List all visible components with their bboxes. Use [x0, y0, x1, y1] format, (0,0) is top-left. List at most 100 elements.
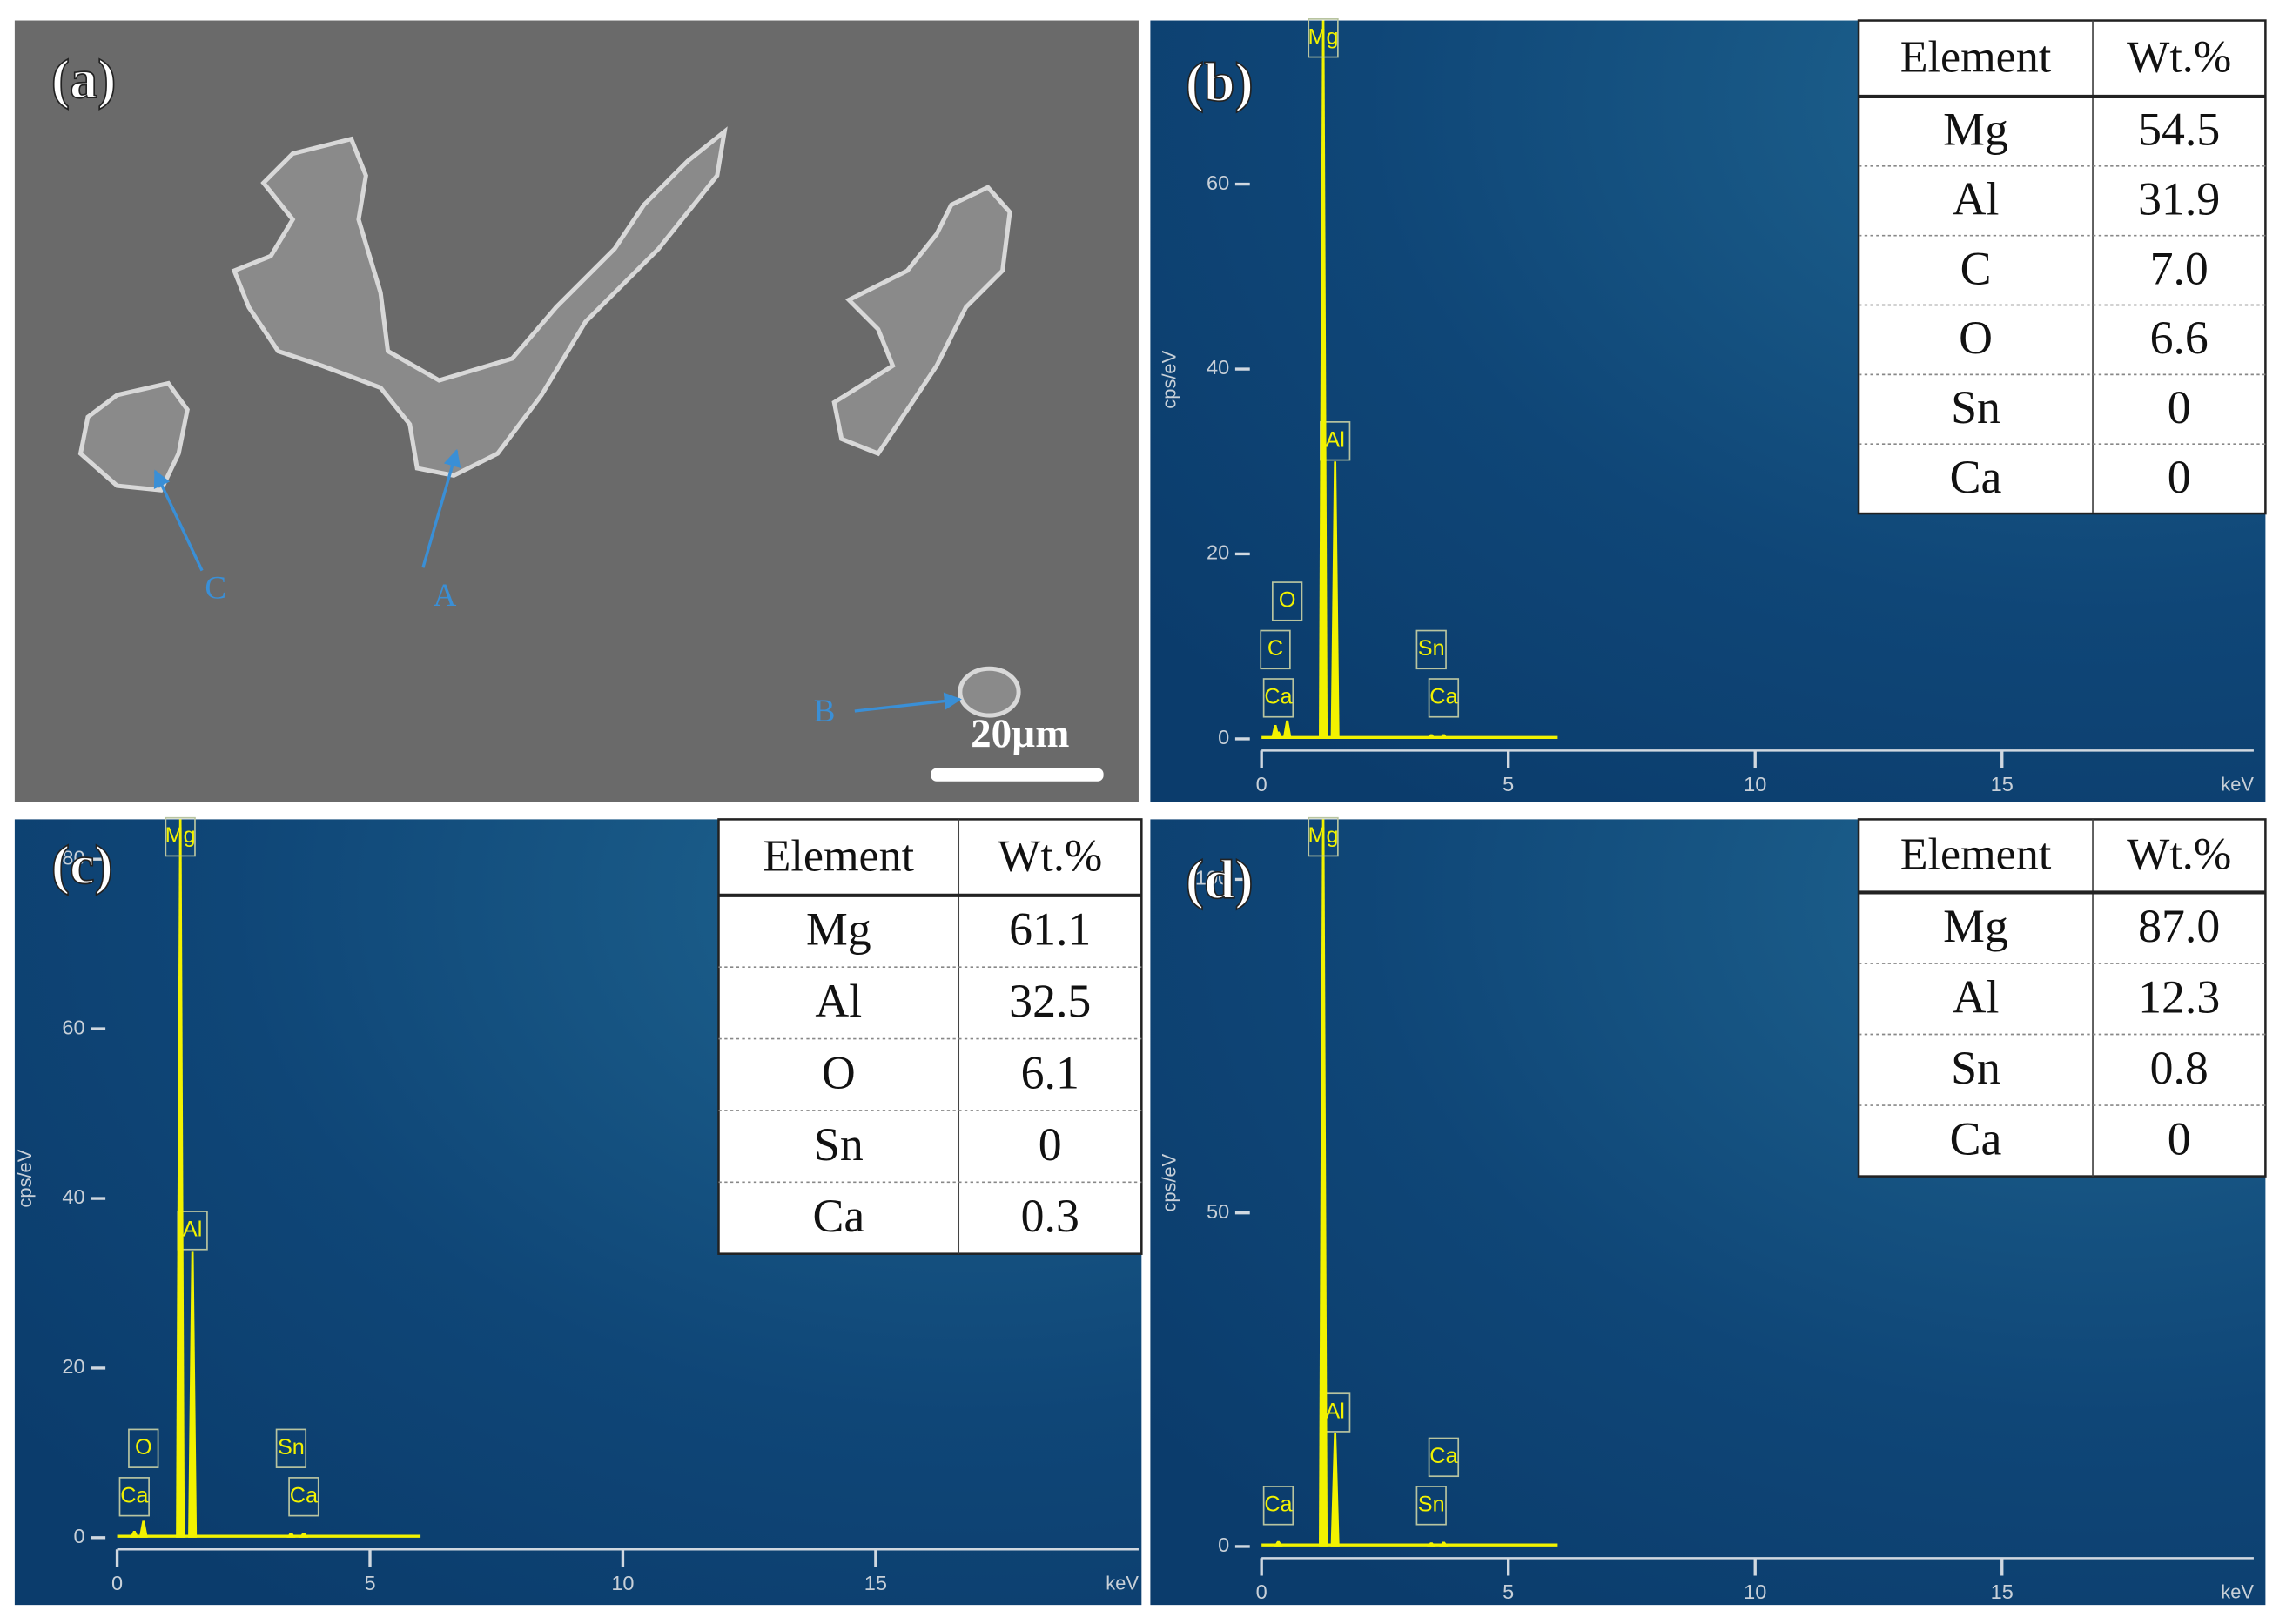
annotation: A [434, 577, 457, 613]
table-cell: O [1959, 312, 1993, 364]
x-tick-label: 10 [1744, 773, 1766, 795]
peak-label: Ca [1429, 1444, 1458, 1468]
peak-label-box [1272, 581, 1303, 621]
x-tick-label: 15 [1991, 773, 2014, 795]
peak-label: Al [183, 1218, 202, 1242]
peak [1439, 1541, 1449, 1547]
table-header: Element [763, 831, 915, 881]
table-cell: C [1960, 242, 1992, 294]
x-tick-label: 10 [1744, 1580, 1766, 1603]
table-header: Wt.% [2127, 33, 2231, 83]
table-background [1857, 818, 2267, 1178]
peak [1271, 725, 1281, 739]
y-axis-label: cps/eV [1159, 350, 1180, 408]
y-tick-label: 50 [1207, 1200, 1229, 1223]
y-tick-label: 20 [62, 1355, 84, 1378]
table-cell: Ca [812, 1190, 864, 1242]
table-cell: 61.1 [1009, 903, 1091, 956]
peak-label: O [1279, 588, 1296, 613]
x-tick-label: 15 [1991, 1580, 2014, 1603]
peak-label-box [1308, 816, 1339, 857]
table-cell: 7.0 [2150, 242, 2209, 294]
peak [1282, 720, 1292, 739]
y-axis-label: cps/eV [1159, 1153, 1180, 1211]
x-tick-label: 10 [611, 1572, 634, 1594]
peak-label-box [128, 1428, 159, 1468]
scale-bar-label: 20µm [971, 711, 1069, 756]
table-cell: 0 [2168, 451, 2191, 503]
panel-label: (d) [1186, 849, 1254, 910]
x-tick-label: 15 [864, 1572, 887, 1594]
y-tick-label: 40 [1207, 356, 1229, 379]
peak [1427, 734, 1436, 739]
peak-label: Ca [120, 1483, 149, 1507]
panel-label: (a) [51, 48, 116, 110]
panel-label: (b) [1186, 51, 1254, 113]
table-background [1857, 19, 2267, 515]
table-cell: Ca [1950, 451, 2002, 503]
peak-label: Al [1325, 427, 1344, 452]
peak [1319, 20, 1328, 739]
y-tick-label: 20 [1207, 541, 1229, 564]
table-cell: Ca [1950, 1113, 2002, 1165]
peak-label-box [275, 1428, 307, 1468]
table-cell: Mg [1943, 900, 2008, 952]
peak [188, 1251, 198, 1538]
annotation: C [205, 570, 226, 606]
peak-label-box [1308, 18, 1339, 58]
peak [1427, 1542, 1436, 1547]
peak-label: Mg [1308, 823, 1339, 848]
peak-label: C [1267, 636, 1283, 661]
peak-label-box [1428, 1437, 1460, 1478]
peak-label-box [288, 1477, 319, 1517]
peak [1330, 461, 1340, 739]
peak-label-box [1428, 678, 1460, 718]
x-tick-label: 5 [1503, 1580, 1514, 1603]
table-cell: Al [815, 975, 862, 1027]
table-cell: 0 [1039, 1118, 1062, 1171]
x-tick-label: 5 [364, 1572, 375, 1594]
table-header: Wt.% [2127, 830, 2231, 880]
table-header: Element [1900, 830, 2052, 880]
table-cell: Mg [806, 903, 871, 956]
peak-label: Sn [1418, 636, 1445, 661]
table-cell: 6.6 [2150, 312, 2209, 364]
x-axis-label: keV [1106, 1572, 1139, 1594]
x-tick-label: 0 [1256, 773, 1267, 795]
peak-label-box [1262, 1486, 1294, 1526]
table-background [717, 818, 1143, 1255]
peak-label: Al [1325, 1399, 1344, 1424]
y-tick-label: 0 [73, 1525, 84, 1547]
table-header: Element [1900, 33, 2052, 83]
table-cell: Al [1953, 172, 2000, 225]
table-cell: 32.5 [1009, 975, 1091, 1027]
peak [138, 1520, 148, 1538]
peak [1439, 734, 1449, 739]
table-header: Wt.% [998, 831, 1102, 881]
sem-image [14, 20, 1139, 802]
table-cell: 12.3 [2138, 970, 2220, 1023]
peak-label: Sn [278, 1435, 305, 1460]
table-cell: Sn [1951, 381, 2000, 433]
y-tick-label: 80 [62, 846, 84, 869]
peak-label: Mg [165, 823, 196, 848]
table-cell: 6.1 [1021, 1046, 1079, 1098]
y-axis-label: cps/eV [14, 1149, 36, 1207]
peak-label-box [1415, 1486, 1447, 1526]
peak-label: Mg [1308, 24, 1339, 49]
peak [1319, 819, 1328, 1547]
peak-label-box [165, 816, 196, 857]
table-cell: 31.9 [2138, 172, 2220, 225]
x-axis-label: keV [2221, 1580, 2254, 1602]
peak [1330, 1433, 1340, 1547]
y-tick-label: 100 [1195, 867, 1229, 889]
y-tick-label: 60 [1207, 171, 1229, 194]
peak-label-box [1260, 629, 1291, 670]
x-tick-label: 0 [111, 1572, 123, 1594]
peak [286, 1532, 296, 1538]
table-cell: 0 [2168, 381, 2191, 433]
peak-label-box [1415, 629, 1447, 670]
peak-label-box [1262, 678, 1294, 718]
table-cell: Sn [1951, 1042, 2000, 1094]
